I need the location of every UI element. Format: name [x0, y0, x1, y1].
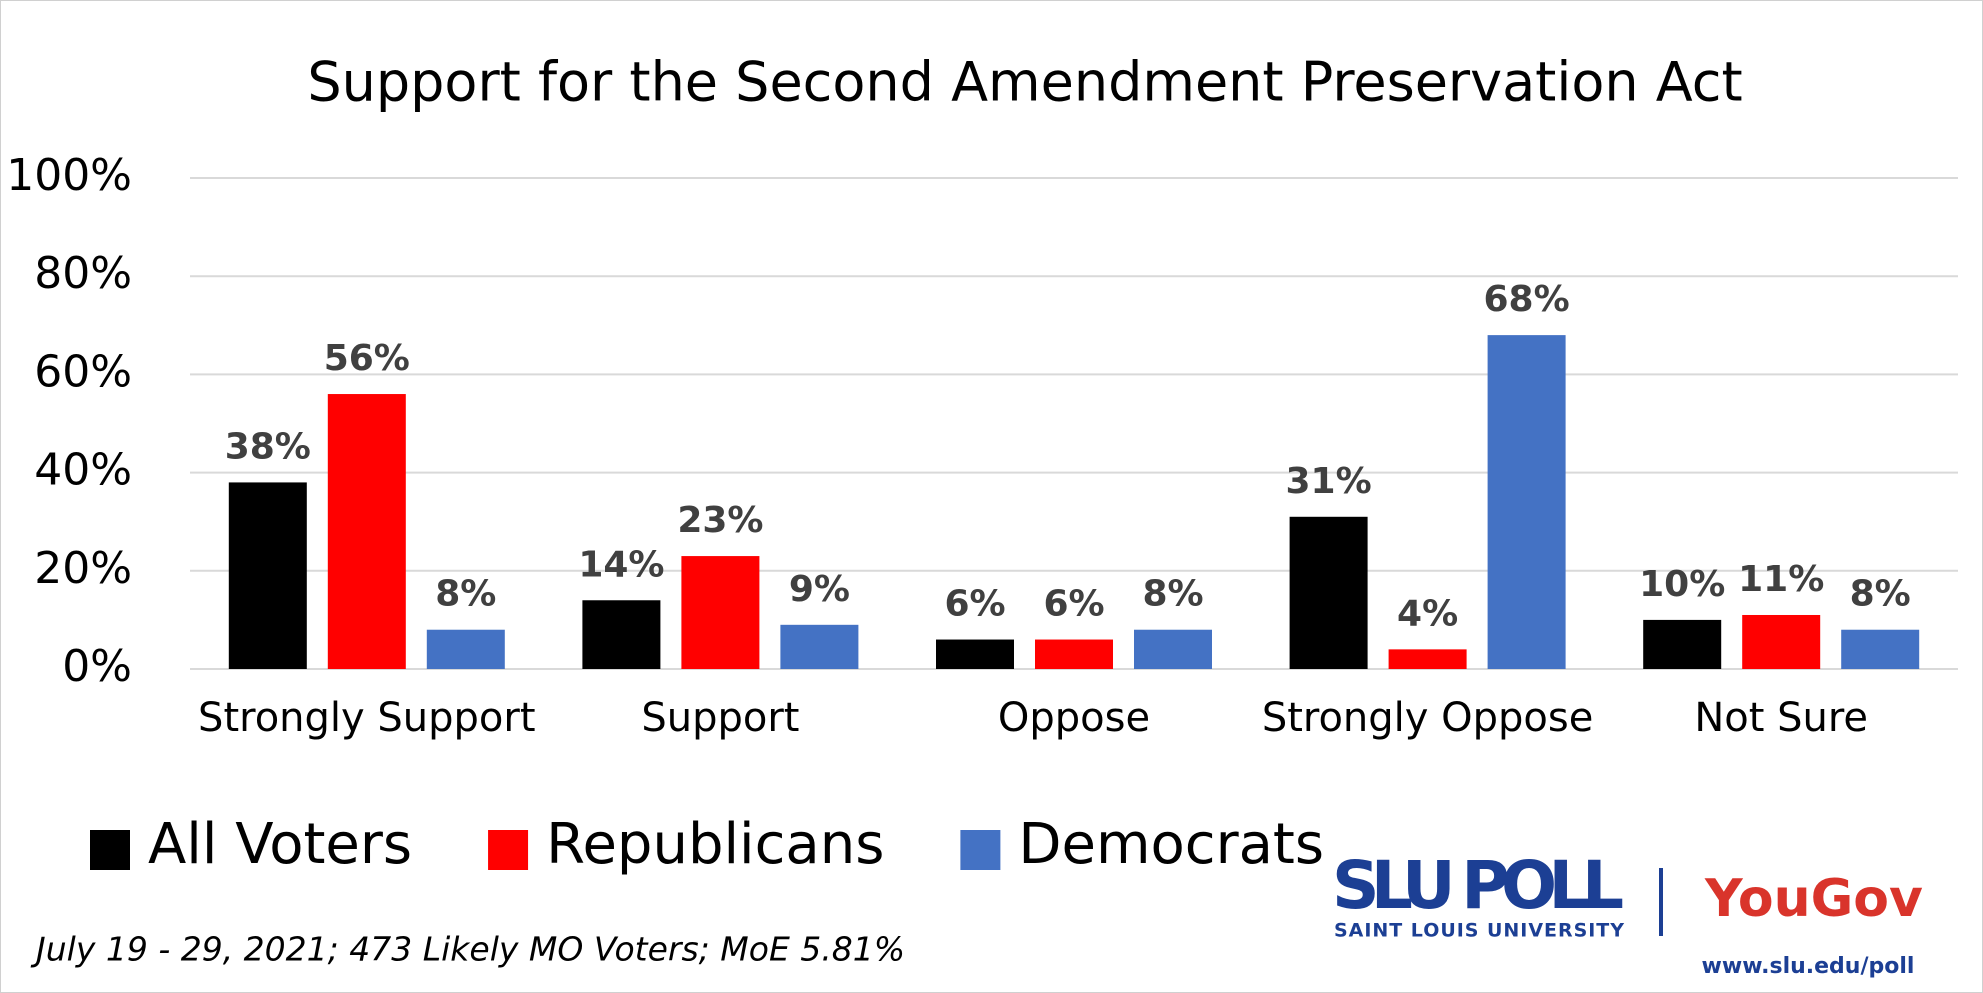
- chart-title: Support for the Second Amendment Preserv…: [307, 51, 1742, 114]
- legend-swatch: [960, 830, 1001, 870]
- bar: [1289, 516, 1368, 669]
- bar: [327, 394, 406, 669]
- legend-label: All Voters: [148, 812, 412, 877]
- x-tick-label: Oppose: [998, 695, 1150, 741]
- brand-partner: YouGov: [1704, 869, 1923, 929]
- value-label: 4%: [1397, 593, 1458, 634]
- bar: [582, 600, 661, 669]
- value-label: 8%: [1850, 574, 1911, 615]
- y-tick-label: 20%: [34, 543, 132, 594]
- value-label: 9%: [789, 569, 850, 610]
- bar: [936, 639, 1014, 669]
- value-label: 14%: [578, 544, 664, 585]
- y-tick-label: 100%: [6, 150, 132, 201]
- bar: [1841, 629, 1920, 669]
- value-label: 8%: [435, 574, 496, 615]
- bar: [1035, 639, 1113, 669]
- legend-label: Democrats: [1018, 812, 1324, 877]
- legend-label: Republicans: [546, 812, 884, 877]
- bar: [1742, 614, 1821, 669]
- bar: [681, 556, 760, 669]
- y-tick-label: 80%: [34, 248, 132, 299]
- y-tick-label: 0%: [62, 641, 132, 692]
- value-label: 56%: [324, 338, 410, 379]
- y-tick-label: 40%: [34, 445, 132, 496]
- brand-url: www.slu.edu/poll: [1702, 954, 1915, 979]
- bar: [780, 624, 859, 669]
- bar: [1134, 629, 1212, 669]
- bar: [228, 482, 307, 669]
- y-tick-label: 60%: [34, 346, 132, 397]
- value-label: 8%: [1142, 574, 1203, 615]
- legend-swatch: [90, 830, 130, 870]
- value-label: 23%: [677, 500, 763, 541]
- legend-swatch: [488, 830, 529, 870]
- value-label: 31%: [1286, 461, 1372, 502]
- value-label: 11%: [1738, 559, 1824, 600]
- value-label: 38%: [225, 426, 311, 467]
- footnote: July 19 - 29, 2021; 473 Likely MO Voters…: [30, 930, 905, 969]
- x-tick-label: Strongly Oppose: [1262, 695, 1594, 741]
- bar: [426, 629, 505, 669]
- bar: [1643, 619, 1722, 669]
- x-tick-label: Strongly Support: [198, 695, 535, 741]
- bar: [1487, 335, 1566, 669]
- x-tick-label: Not Sure: [1694, 695, 1868, 741]
- brand-university: SAINT LOUIS UNIVERSITY: [1334, 920, 1624, 942]
- value-label: 6%: [1043, 584, 1104, 625]
- bar: [1388, 649, 1467, 669]
- brand-poll: SLU POLL: [1332, 847, 1624, 924]
- value-label: 68%: [1484, 279, 1570, 320]
- value-label: 10%: [1639, 564, 1725, 605]
- value-label: 6%: [944, 584, 1005, 625]
- x-tick-label: Support: [641, 695, 799, 741]
